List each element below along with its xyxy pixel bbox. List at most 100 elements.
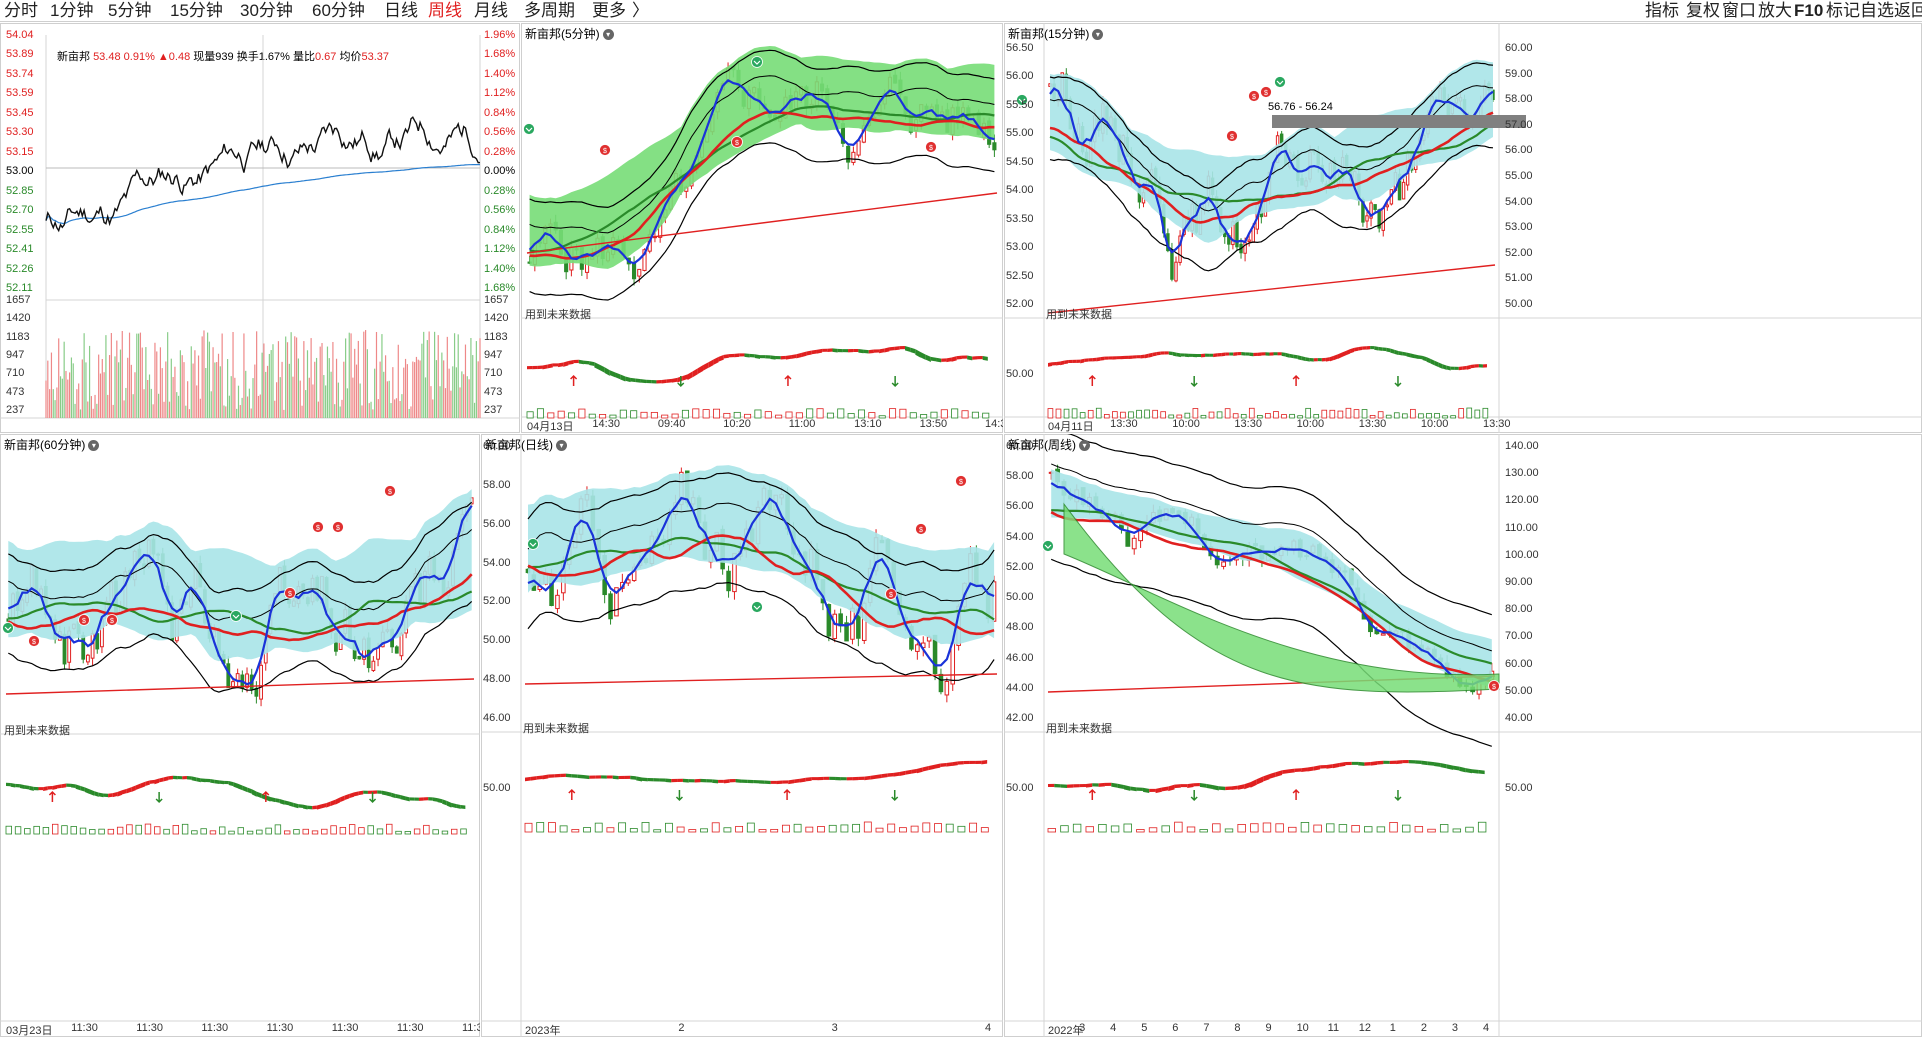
y-axis-label-left: 60.00 (1006, 440, 1034, 452)
x-axis-label: 10 (1296, 1022, 1309, 1034)
tab-11[interactable]: 〉 (632, 1, 649, 20)
panel-title[interactable]: 新亩邦(60分钟) ▾ (4, 436, 100, 453)
x-axis-label: 13:50 (919, 418, 948, 430)
x-axis-label: 8 (1234, 1022, 1241, 1034)
x-axis-label: 11:30 (136, 1022, 163, 1034)
pct-axis-right: 0.56% (484, 204, 516, 217)
vol-axis-left: 1657 (6, 294, 31, 306)
y-axis-label-left: 56.00 (1006, 70, 1034, 83)
y-axis-label-right: 100.00 (1505, 548, 1539, 561)
vol-axis-right: 473 (484, 385, 503, 398)
tool-5[interactable]: 标记 (1826, 1, 1860, 20)
vol-axis-right: 237 (484, 404, 503, 416)
panel-title[interactable]: 新亩邦(5分钟) ▾ (525, 25, 614, 42)
tool-0[interactable]: 指标 (1645, 1, 1679, 20)
y-axis-label-right: 60.00 (1505, 42, 1533, 54)
tab-1[interactable]: 1分钟 (50, 1, 94, 20)
price-axis-left: 52.70 (6, 204, 34, 217)
chevron-down-icon[interactable]: ▾ (1079, 440, 1090, 452)
tool-2[interactable]: 窗口 (1722, 1, 1756, 20)
x-axis-label: 2023年 (525, 1025, 561, 1037)
chart-5min-panel[interactable]: $ $ $ 新亩邦(5分钟) ▾ 用到未来数据 04月13日 14:30 09:40 10:20 1… (521, 23, 1003, 433)
tab-6[interactable]: 日线 (384, 1, 418, 20)
y-axis-label-right: 140.00 (1505, 440, 1539, 452)
y-axis-label-right: 120.00 (1505, 494, 1539, 507)
y-axis-label-right: 56.00 (1505, 144, 1533, 157)
svg-text:$: $ (1252, 94, 1256, 101)
y-axis-label-right: 70.00 (1505, 630, 1533, 643)
chart-daily-panel[interactable]: $ $ $ 新亩邦(日线) ▾ 用到未来数据 2023年 2 3 4 60.00 58.00 56.00… (481, 434, 1003, 1037)
panel-title[interactable]: 新亩邦(日线) ▾ (485, 436, 567, 453)
y-axis-label-left: 54.00 (1006, 530, 1034, 543)
y-axis-label-left: 48.00 (1006, 621, 1034, 634)
tab-9[interactable]: 多周期 (524, 1, 575, 20)
y-axis-label-left: 52.00 (1006, 298, 1034, 310)
chart-15min-panel[interactable]: $ $ $ 新亩邦(15分钟) ▾ 用到未来数据 04月11日 13:30 10:00 13:30… (1004, 23, 1922, 433)
tab-0[interactable]: 分时 (4, 1, 38, 20)
tool-7[interactable]: 返回 (1894, 1, 1922, 20)
y-axis-label-left: 44.00 (1006, 681, 1034, 694)
x-axis-label: 13:30 (1483, 418, 1511, 430)
vol-axis-left: 1183 (6, 330, 30, 343)
chevron-down-icon[interactable]: ▾ (88, 440, 100, 452)
tab-5[interactable]: 60分钟 (312, 1, 365, 20)
x-axis-label: 09:40 (657, 418, 686, 430)
ratio-value: 0.67 (314, 51, 337, 63)
vol-axis-left: 710 (6, 367, 25, 380)
tool-6[interactable]: 自选 (1860, 1, 1894, 20)
y-axis-label-right: 90.00 (1505, 576, 1533, 588)
tool-4[interactable]: F10 (1794, 1, 1824, 20)
tool-3[interactable]: 放大 (1758, 1, 1792, 20)
y-axis-label-right: 50.00 (1505, 298, 1533, 310)
future-data-label: 用到未来数据 (1046, 723, 1112, 735)
x-axis-label: 13:10 (854, 418, 882, 430)
x-axis-label: 14:30 (592, 418, 620, 430)
y-axis-label-left: 56.00 (483, 517, 511, 530)
y-axis-label-left: 54.00 (483, 556, 511, 569)
vol-axis-right: 710 (484, 367, 503, 380)
y-axis-label-left: 58.00 (1006, 470, 1034, 483)
svg-text:$: $ (336, 525, 340, 532)
quote-info: 新亩邦 53.48 0.91% ▲0.48 现量939 换手1.67% 量比0.… (57, 48, 389, 64)
y-axis-label-left: 52.00 (1006, 560, 1034, 573)
panel-title[interactable]: 新亩邦(15分钟) ▾ (1008, 25, 1104, 42)
svg-text:$: $ (929, 145, 933, 152)
y-axis-label-left: 42.00 (1006, 712, 1034, 724)
tab-4[interactable]: 30分钟 (240, 1, 293, 20)
tab-7[interactable]: 周线 (428, 1, 462, 20)
pct-change: 0.91% (123, 51, 155, 63)
tab-2[interactable]: 5分钟 (108, 1, 152, 20)
tab-3[interactable]: 15分钟 (170, 1, 223, 20)
y-axis-label-left: 50.00 (1006, 591, 1034, 604)
x-axis-label: 3 (1451, 1022, 1459, 1034)
y-axis-label-right: 130.00 (1505, 467, 1539, 480)
x-axis-label: 10:20 (723, 418, 751, 430)
future-data-label: 用到未来数据 (523, 723, 589, 735)
chevron-down-icon[interactable]: ▾ (556, 440, 567, 452)
tool-1[interactable]: 复权 (1686, 1, 1720, 20)
pct-axis-right: 1.12% (484, 87, 516, 100)
chart-60min-panel[interactable]: $ $ $ $ $ $ $ 新亩邦(60分钟) ▾ 用到未来数据 03月23日 11:30 11:30 1… (0, 434, 480, 1037)
tab-10[interactable]: 更多 (592, 1, 626, 20)
panel-title-text: 新亩邦(日线) (485, 438, 553, 452)
chevron-down-icon[interactable]: ▾ (602, 29, 614, 41)
x-axis-label: 13:30 (1358, 418, 1387, 430)
price-axis-left: 53.30 (6, 126, 34, 139)
y-axis-label-right: 80.00 (1505, 603, 1533, 616)
intraday-panel[interactable]: 新亩邦 53.48 0.91% ▲0.48 现量939 换手1.67% 量比0.… (0, 23, 520, 433)
x-axis-label: 4 (1483, 1022, 1490, 1034)
panel-title-text: 新亩邦(15分钟) (1008, 27, 1090, 41)
x-axis-label: 10:00 (1296, 418, 1325, 430)
y-axis-label-left: 54.00 (1006, 184, 1034, 197)
svg-text:$: $ (1492, 684, 1496, 691)
vol-value: 939 (215, 51, 234, 63)
tab-8[interactable]: 月线 (474, 1, 508, 20)
panel-title-text: 新亩邦(5分钟) (525, 27, 600, 41)
turnover-label: 换手 (236, 51, 259, 63)
chevron-down-icon[interactable]: ▾ (1092, 29, 1104, 41)
chart-weekly-panel[interactable]: $ 新亩邦(周线) ▾ 用到未来数据 2022年 3 4 5 6 7 8 9 10 11 12 1 2 3 4 60.… (1004, 434, 1922, 1037)
panel-title[interactable]: 新亩邦(周线) ▾ (1008, 436, 1090, 453)
price-axis-left: 53.74 (6, 67, 34, 80)
svg-text:$: $ (603, 148, 607, 155)
